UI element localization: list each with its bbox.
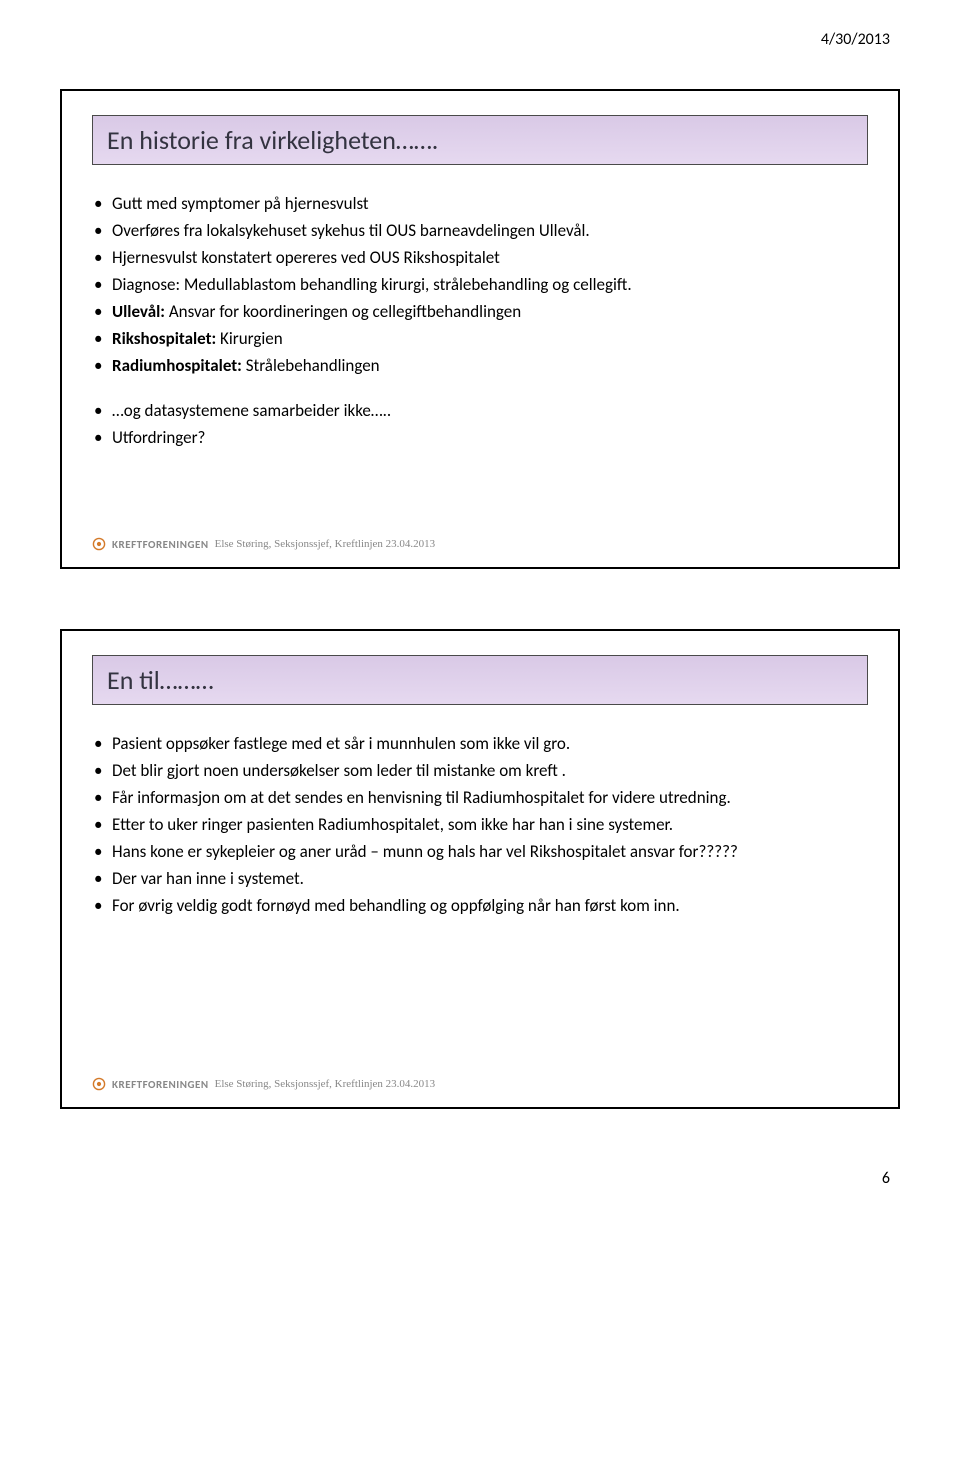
slide-1-title: En historie fra virkeligheten……. [92, 115, 868, 165]
slide-2-title: En til……… [92, 655, 868, 705]
header-date: 4/30/2013 [60, 30, 900, 49]
bullet-item: …og datasystemene samarbeider ikke….. [92, 400, 868, 423]
bullet-item: Får informasjon om at det sendes en henv… [92, 787, 868, 810]
bullet-item: Hjernesvulst konstatert opereres ved OUS… [92, 247, 868, 270]
footer-rest: Else Støring, Seksjonssjef, Kreftlinjen … [215, 1078, 436, 1090]
footer-rest: Else Støring, Seksjonssjef, Kreftlinjen … [215, 538, 436, 550]
slide-2-bullets: Pasient oppsøker fastlege med et sår i m… [92, 733, 868, 918]
footer-org: KREFTFORENINGEN [112, 538, 209, 551]
slide-1-bullets-group-2: …og datasystemene samarbeider ikke….. Utf… [92, 400, 868, 450]
slide-2-footer: KREFTFORENINGEN Else Støring, Seksjonssj… [92, 1077, 435, 1091]
slide-1-footer: KREFTFORENINGEN Else Støring, Seksjonssj… [92, 537, 435, 551]
bullet-item: Overføres fra lokalsykehuset sykehus til… [92, 220, 868, 243]
bullet-item: Utfordringer? [92, 427, 868, 450]
logo-icon [92, 537, 106, 551]
bullet-item: Hans kone er sykepleier og aner uråd – m… [92, 841, 868, 864]
bullet-item: Der var han inne i systemet. [92, 868, 868, 891]
footer-org: KREFTFORENINGEN [112, 1078, 209, 1091]
bullet-item: Rikshospitalet: Kirurgien [92, 328, 868, 351]
bullet-item: Etter to uker ringer pasienten Radiumhos… [92, 814, 868, 837]
bullet-item: Ullevål: Ansvar for koordineringen og ce… [92, 301, 868, 324]
bullet-item: Gutt med symptomer på hjernesvulst [92, 193, 868, 216]
bullet-item: Radiumhospitalet: Strålebehandlingen [92, 355, 868, 378]
bullet-item: Det blir gjort noen undersøkelser som le… [92, 760, 868, 783]
slide-1: En historie fra virkeligheten……. Gutt me… [60, 89, 900, 569]
page-number: 6 [60, 1169, 900, 1188]
logo-icon [92, 1077, 106, 1091]
bullet-item: For øvrig veldig godt fornøyd med behand… [92, 895, 868, 918]
bullet-item: Pasient oppsøker fastlege med et sår i m… [92, 733, 868, 756]
bullet-item: Diagnose: Medullablastom behandling kiru… [92, 274, 868, 297]
slide-2: En til……… Pasient oppsøker fastlege med … [60, 629, 900, 1109]
slide-1-bullets-group-1: Gutt med symptomer på hjernesvulst Overfø… [92, 193, 868, 378]
